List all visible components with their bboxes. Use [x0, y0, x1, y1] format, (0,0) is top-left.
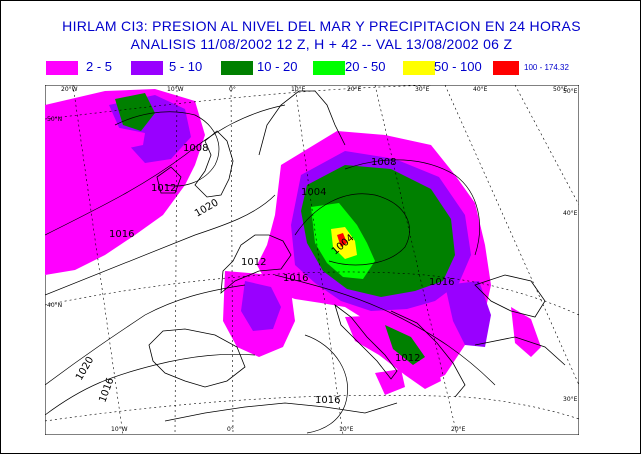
lon-label-top: 0° — [229, 86, 236, 93]
legend-swatch-3 — [313, 61, 345, 75]
graticule-line — [174, 85, 178, 435]
legend-label: 100 - 174.32 — [524, 63, 569, 72]
lon-label-top: 20°E — [347, 86, 362, 93]
lon-label-top: 20°W — [61, 86, 78, 93]
isobar-line — [114, 111, 220, 187]
coast-france — [220, 234, 292, 294]
legend-swatch-2 — [221, 61, 253, 75]
isobar-line — [45, 284, 246, 386]
legend-label: 10 - 20 — [257, 59, 298, 74]
lon-label-bottom: 20°E — [451, 426, 466, 433]
precip-east-strip — [511, 307, 541, 357]
precip-italy-inner — [385, 325, 425, 365]
coast-britain — [194, 130, 234, 198]
graticule — [45, 85, 579, 435]
graticule-line — [45, 394, 579, 422]
precip-italy — [345, 315, 441, 389]
coast-italy — [334, 303, 398, 380]
coast-north-africa — [164, 402, 398, 422]
legend-swatch-0 — [46, 61, 78, 75]
lon-label-top: 30°E — [415, 86, 430, 93]
lat-label-left: 50°N — [47, 116, 62, 123]
coast-scandinavia — [258, 90, 346, 156]
lon-label-top: 50°E — [553, 86, 568, 93]
isobar-label: 1012 — [241, 257, 266, 268]
precip-sicily — [375, 369, 405, 395]
precip-iberia-inner — [241, 281, 281, 331]
legend-label: 20 - 50 — [345, 59, 386, 74]
isobar-line — [274, 274, 496, 386]
legend-label: 5 - 10 — [169, 59, 203, 74]
precipitation-areas — [45, 89, 541, 395]
lon-label-bottom: 0° — [227, 426, 234, 433]
isobar-label: 1016 — [429, 277, 454, 288]
isobar-line — [45, 194, 276, 296]
isobar-line — [294, 193, 410, 266]
legend-swatch-5 — [493, 61, 519, 75]
isobar-label: 1008 — [371, 157, 396, 168]
isobar-label: 1012 — [395, 353, 420, 364]
graticule-line — [45, 271, 579, 316]
graticule-line — [72, 85, 124, 435]
legend-label: 50 - 100 — [434, 59, 482, 74]
lon-label-top: 10°E — [291, 86, 306, 93]
isobar-label: 1016 — [109, 229, 134, 240]
map-title: HIRLAM CI3: PRESION AL NIVEL DEL MAR Y P… — [62, 18, 581, 34]
coastlines — [148, 90, 566, 422]
isobars — [45, 104, 496, 434]
graticule-line — [294, 85, 344, 435]
coast-ireland — [156, 166, 182, 194]
legend-swatch-1 — [131, 61, 163, 75]
lon-label-bottom: 10°E — [339, 426, 354, 433]
legend-label: 2 - 5 — [86, 59, 113, 74]
precipitation-map: 1008 1012 1016 1020 1016 1016 1004 1004 … — [45, 85, 579, 435]
isobar-label: 1016 — [283, 273, 308, 284]
isobar-line — [344, 159, 480, 256]
coast-iberia — [148, 328, 246, 388]
isobar-label: 1012 — [151, 183, 176, 194]
lat-label-right: 40°E — [563, 210, 578, 217]
graticule-line — [230, 85, 234, 435]
lon-label-top: 10°W — [167, 86, 184, 93]
lat-label-left: 40°N — [47, 302, 62, 309]
lon-label-bottom: 10°W — [111, 426, 128, 433]
coast-black-sea — [474, 274, 546, 318]
precip-atlantic-strip — [45, 125, 145, 161]
precip-atlantic-green — [115, 93, 155, 131]
isobar-label: 1004 — [301, 187, 326, 198]
isobar-label: 1016 — [315, 395, 340, 406]
map-subtitle: ANALISIS 11/08/2002 12 Z, H + 42 -- VAL … — [130, 36, 513, 52]
lat-label-right: 30°E — [563, 396, 578, 403]
isobar-line — [45, 104, 286, 236]
lat-label-right: 50°E — [563, 88, 578, 95]
lon-label-top: 40°E — [473, 86, 488, 93]
precip-balkans — [445, 281, 491, 347]
coast-turkey — [474, 336, 566, 366]
isobar-label: 1008 — [183, 143, 208, 154]
isobar-line — [45, 353, 256, 416]
isobar-line — [304, 334, 348, 434]
legend-swatch-4 — [403, 61, 435, 75]
graticule-labels: 20°W 10°W 0° 10°E 20°E 30°E 40°E 50°E 10… — [47, 86, 578, 433]
precip-red-core — [337, 233, 347, 247]
coast-balkans — [390, 310, 466, 398]
graticule-line — [45, 85, 446, 120]
